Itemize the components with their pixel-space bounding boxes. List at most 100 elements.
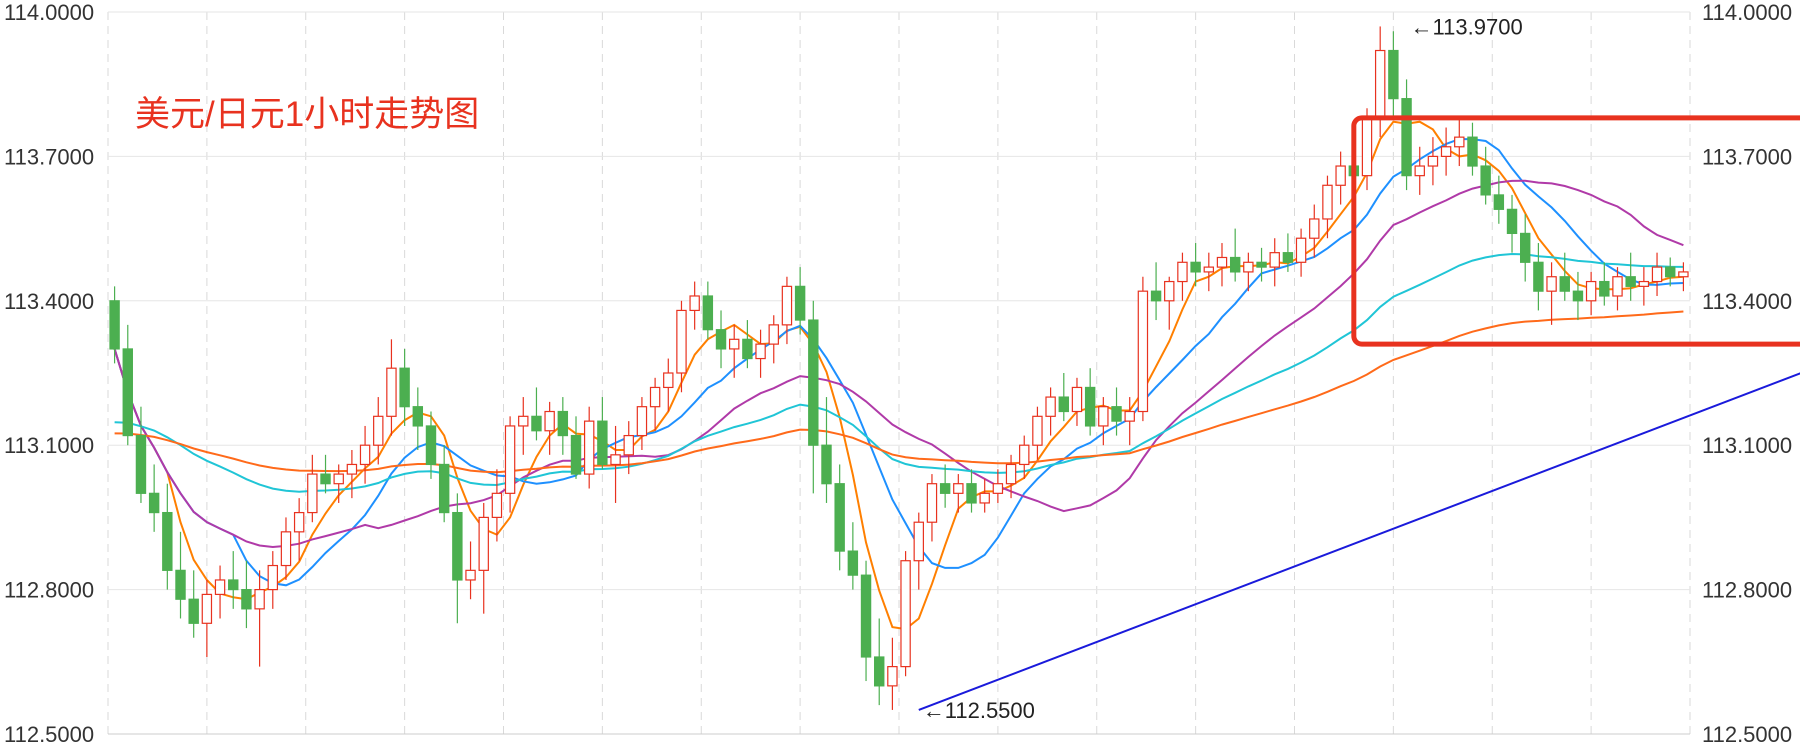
y-tick-label-left: 113.7000 <box>4 144 94 169</box>
candle-down <box>702 295 714 331</box>
candle-up <box>913 521 924 562</box>
ma-line-dark-orange <box>114 310 1684 474</box>
candle-up <box>926 483 938 523</box>
candle-up <box>953 483 964 494</box>
candle-down <box>939 483 951 494</box>
candle-up <box>1585 280 1597 302</box>
candle-up <box>1454 136 1465 148</box>
candle-down <box>1559 276 1570 292</box>
candle-down <box>452 511 463 581</box>
candle-down <box>425 425 437 466</box>
candle-down <box>1190 261 1201 273</box>
candle-down <box>438 463 450 514</box>
candle-up <box>979 492 990 504</box>
candle-down <box>1480 165 1491 196</box>
candle-up <box>636 406 648 437</box>
candle-up <box>267 564 279 591</box>
candle-up <box>649 386 661 408</box>
candle-up <box>1678 271 1689 278</box>
candle-down <box>228 579 239 591</box>
y-tick-label-left: 112.8000 <box>4 578 94 603</box>
candle-up <box>1164 280 1175 302</box>
candle-up <box>1638 280 1650 287</box>
candle-up <box>1124 410 1135 422</box>
candle-down <box>966 483 977 504</box>
candle-down <box>531 415 542 432</box>
trend-line <box>918 372 1800 711</box>
candle-up <box>1427 155 1439 167</box>
candle-up <box>781 285 793 326</box>
candle-down <box>1572 290 1584 302</box>
candle-up <box>1309 218 1320 239</box>
candle-up <box>1295 237 1307 263</box>
candle-down <box>715 329 727 350</box>
y-tick-label-left: 113.4000 <box>4 289 94 314</box>
candle-up <box>1243 261 1254 273</box>
candle-down <box>847 550 859 576</box>
candle-down <box>570 434 582 475</box>
candle-up <box>373 415 384 446</box>
candle-down <box>1084 386 1096 427</box>
candle-down <box>597 420 608 466</box>
candle-down <box>109 300 120 350</box>
candle-up <box>254 588 265 610</box>
y-tick-label-right: 112.5000 <box>1702 722 1792 747</box>
candle-down <box>1467 136 1478 167</box>
highlight-box <box>1351 115 1800 347</box>
candle-up <box>307 473 318 514</box>
candle-up <box>518 415 529 427</box>
candle-up <box>1098 406 1109 427</box>
candle-up <box>386 367 397 417</box>
candle-down <box>1506 208 1518 235</box>
candle-up <box>280 531 292 567</box>
y-tick-label-right: 113.7000 <box>1702 144 1792 169</box>
y-tick-label-right: 114.0000 <box>1702 0 1792 25</box>
y-tick-label-left: 113.1000 <box>4 433 94 458</box>
candle-up <box>1005 463 1017 485</box>
y-tick-label-right: 113.1000 <box>1702 433 1792 458</box>
candle-up <box>755 343 766 360</box>
candle-up <box>201 593 213 624</box>
candle-down <box>1282 252 1294 263</box>
candle-up <box>623 434 634 456</box>
candle-down <box>794 285 806 321</box>
candle-up <box>768 324 779 345</box>
y-tick-label-left: 112.5000 <box>4 722 94 747</box>
candle-down <box>1256 261 1267 268</box>
candle-up <box>1032 415 1043 446</box>
candle-down <box>1493 194 1505 210</box>
candle-up <box>1546 276 1557 292</box>
candle-down <box>188 598 199 624</box>
y-tick-label-right: 112.8000 <box>1702 578 1792 603</box>
candle-up <box>992 483 1004 494</box>
candle-up <box>1374 49 1386 119</box>
candle-up <box>1414 165 1425 177</box>
candle-down <box>1599 280 1610 297</box>
candle-up <box>1269 252 1280 268</box>
candle-up <box>1045 396 1056 417</box>
candle-down <box>162 511 173 571</box>
candle-down <box>874 656 885 687</box>
candle-up <box>214 579 226 596</box>
candle-up <box>900 560 911 668</box>
candle-down <box>148 492 160 514</box>
candle-up <box>1019 444 1030 466</box>
price-annotation: ←113.9700 <box>1411 14 1523 39</box>
chart-title: 美元/日元1小时走势图 <box>135 95 479 134</box>
candle-down <box>742 338 753 360</box>
candle-down <box>860 574 872 658</box>
y-tick-label-right: 113.4000 <box>1702 289 1792 314</box>
candle-up <box>1612 276 1623 297</box>
candle-down <box>808 319 819 446</box>
candle-down <box>557 410 569 437</box>
candle-up <box>359 444 371 466</box>
candle-down <box>1401 98 1412 177</box>
candle-up <box>663 372 674 389</box>
candle-down <box>320 473 331 485</box>
candle-up <box>1203 266 1215 273</box>
candle-up <box>504 425 516 494</box>
candle-up <box>1071 386 1083 413</box>
candle-down <box>135 434 147 494</box>
